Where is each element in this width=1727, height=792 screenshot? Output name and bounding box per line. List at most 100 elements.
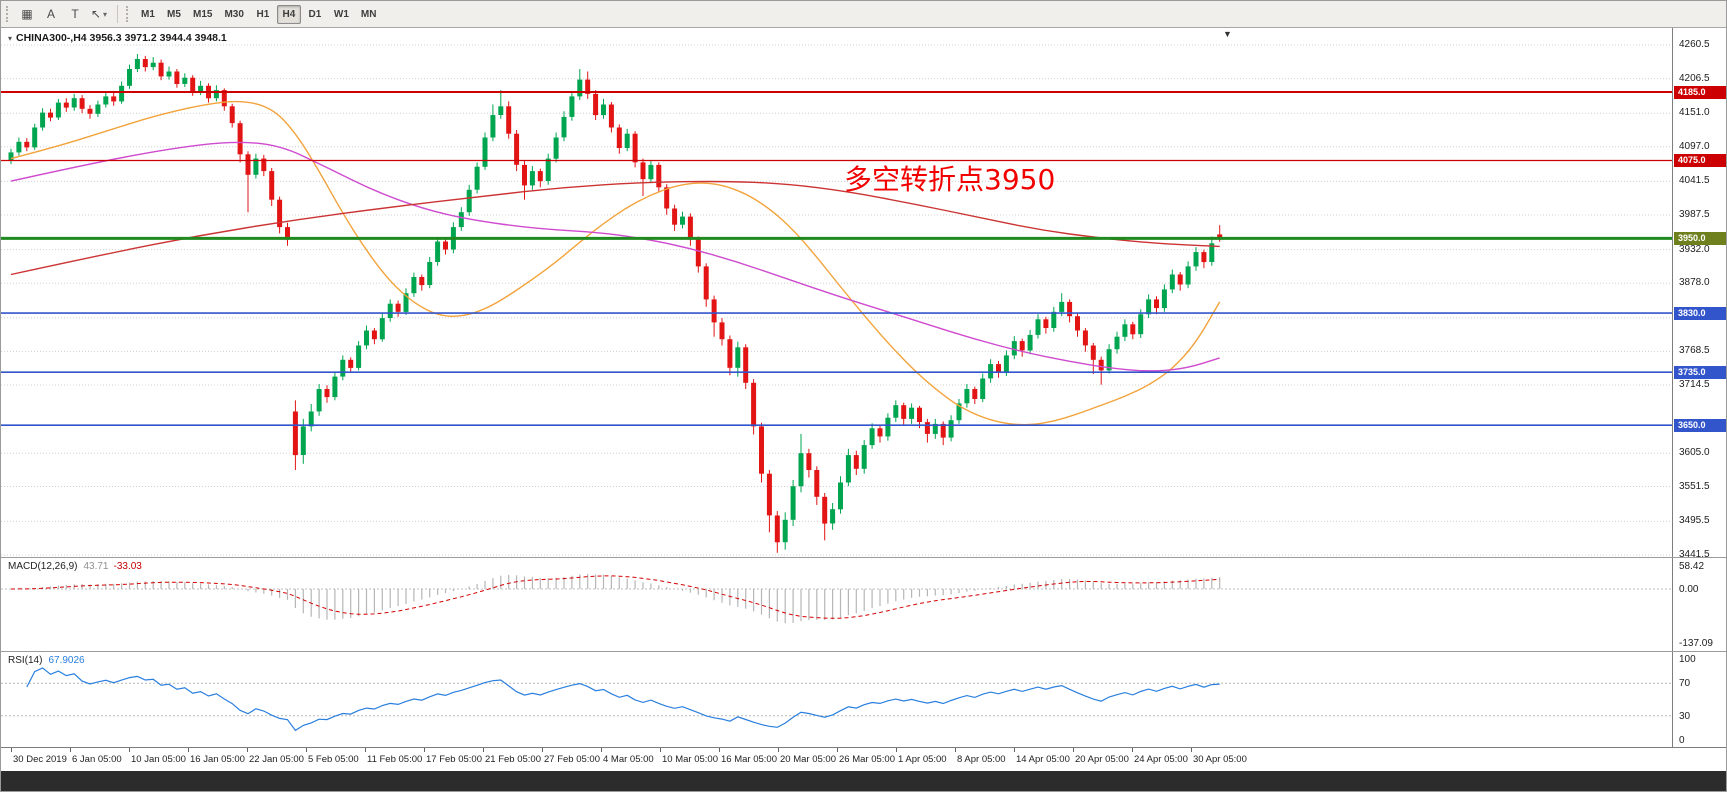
text-tool-button[interactable]: T: [64, 4, 86, 24]
symbol-ohlc-info: ▾ CHINA300-,H4 3956.3 3971.2 3944.4 3948.…: [8, 32, 227, 44]
time-axis-tick: [11, 748, 12, 752]
timeframe-button-h1[interactable]: H1: [256, 8, 270, 20]
time-axis-label: 17 Feb 05:00: [426, 754, 482, 765]
macd-panel[interactable]: [1, 558, 1672, 651]
price-badge-4075.0: 4075.0: [1674, 154, 1726, 167]
time-axis-tick: [896, 748, 897, 752]
price-tick-label: 4206.5: [1679, 73, 1710, 84]
rsi-line: [26, 667, 1220, 732]
timeframe-button-d1[interactable]: D1: [308, 8, 322, 20]
price-tick-label: 3441.5: [1679, 549, 1710, 560]
time-axis-label: 26 Mar 05:00: [839, 754, 895, 765]
time-axis-label: 27 Feb 05:00: [544, 754, 600, 765]
ma-lines-group: [10, 100, 1221, 426]
price-badge-3735.0: 3735.0: [1674, 366, 1726, 379]
toolbar: ▦ A T ↖ ▾ M1 M5 M15 M30 H1 H4 D1 W1 MN: [1, 1, 1726, 28]
cursor-tool-icon: ↖: [90, 7, 102, 21]
macd-tick-label: 0.00: [1679, 584, 1699, 595]
timeframe-button-m15[interactable]: M15: [193, 8, 213, 20]
time-axis-tick: [365, 748, 366, 752]
time-axis-tick: [1132, 748, 1133, 752]
time-axis-label: 1 Apr 05:00: [898, 754, 947, 765]
time-axis-label: 10 Jan 05:00: [131, 754, 186, 765]
charts-grid-icon: ▦: [21, 7, 33, 21]
cursor-tool-button[interactable]: ↖ ▾: [88, 4, 110, 24]
time-axis-label: 5 Feb 05:00: [308, 754, 359, 765]
price-tick-label: 3551.5: [1679, 481, 1710, 492]
timeframe-toolbar: M1 M5 M15 M30 H1 H4 D1 W1 MN: [135, 4, 382, 24]
bottom-bar: [1, 771, 1726, 791]
time-axis-tick: [837, 748, 838, 752]
time-axis-tick: [1073, 748, 1074, 752]
time-axis-label: 11 Feb 05:00: [367, 754, 423, 765]
macd-title: MACD(12,26,9): [8, 561, 78, 572]
toolbar-grip-2[interactable]: [126, 6, 130, 22]
rsi-panel[interactable]: [1, 652, 1672, 747]
panel-divider-macd[interactable]: [1, 557, 1726, 558]
time-axis-label: 16 Jan 05:00: [190, 754, 245, 765]
time-axis-tick: [660, 748, 661, 752]
time-axis-label: 6 Jan 05:00: [72, 754, 122, 765]
rsi-value: 67.9026: [48, 655, 85, 666]
time-axis-tick: [542, 748, 543, 752]
time-axis-label: 30 Apr 05:00: [1193, 754, 1247, 765]
time-axis-tick: [1014, 748, 1015, 752]
time-axis-label: 4 Mar 05:00: [603, 754, 654, 765]
price-tick-label: 3878.0: [1679, 277, 1710, 288]
price-axis[interactable]: 4260.5 4206.5 4151.0 4097.0 4041.5 3987.5 3932…: [1672, 28, 1726, 747]
macd-histogram: [18, 574, 1221, 624]
ma-fast-orange: [10, 100, 1221, 426]
time-axis-tick: [70, 748, 71, 752]
time-axis-tick: [247, 748, 248, 752]
time-axis-tick: [188, 748, 189, 752]
price-tick-label: 3495.5: [1679, 515, 1710, 526]
time-axis-label: 16 Mar 05:00: [721, 754, 777, 765]
time-axis-tick: [1191, 748, 1192, 752]
charts-grid-button[interactable]: ▦: [16, 4, 38, 24]
time-axis-tick: [424, 748, 425, 752]
chart-menu-arrow-icon: ▾: [8, 34, 13, 43]
price-gridlines: [1, 44, 1672, 556]
dropdown-arrow-icon: ▾: [103, 9, 108, 19]
time-axis-tick: [955, 748, 956, 752]
time-axis-tick: [719, 748, 720, 752]
macd-signal-line: [10, 575, 1220, 619]
time-axis-label: 20 Apr 05:00: [1075, 754, 1129, 765]
timeframe-button-w1[interactable]: W1: [333, 8, 349, 20]
price-badge-3650.0: 3650.0: [1674, 419, 1726, 432]
time-axis-label: 20 Mar 05:00: [780, 754, 836, 765]
text-label-button[interactable]: A: [40, 4, 62, 24]
price-tick-label: 3932.0: [1679, 244, 1710, 255]
ma-mid-magenta: [10, 141, 1220, 372]
macd-tick-label: -137.09: [1679, 638, 1713, 649]
rsi-tick-label: 0: [1679, 735, 1685, 746]
price-tick-label: 3714.5: [1679, 379, 1710, 390]
time-axis-tick: [483, 748, 484, 752]
time-axis-label: 22 Jan 05:00: [249, 754, 304, 765]
main-price-chart[interactable]: [1, 28, 1672, 557]
price-tick-label: 3605.0: [1679, 447, 1710, 458]
price-tick-label: 3987.5: [1679, 209, 1710, 220]
time-axis-tick: [601, 748, 602, 752]
price-badge-4185.0: 4185.0: [1674, 86, 1726, 99]
price-tick-label: 3768.5: [1679, 345, 1710, 356]
price-tick-label: 4260.5: [1679, 39, 1710, 50]
timeframe-button-h4[interactable]: H4: [276, 4, 301, 24]
toolbar-grip[interactable]: [6, 6, 10, 22]
time-axis-tick: [306, 748, 307, 752]
time-axis-label: 10 Mar 05:00: [662, 754, 718, 765]
macd-tick-label: 58.42: [1679, 561, 1705, 572]
time-axis-tick: [778, 748, 779, 752]
time-axis-label: 21 Feb 05:00: [485, 754, 541, 765]
panel-divider-rsi[interactable]: [1, 651, 1726, 652]
macd-label: MACD(12,26,9) 43.71 -33.03: [8, 561, 142, 572]
price-tick-label: 4041.5: [1679, 175, 1710, 186]
rsi-tick-label: 100: [1679, 654, 1696, 665]
timeframe-button-m1[interactable]: M1: [141, 8, 155, 20]
price-tick-label: 4097.0: [1679, 141, 1710, 152]
price-tick-label: 4151.0: [1679, 107, 1710, 118]
timeframe-button-m30[interactable]: M30: [224, 8, 244, 20]
timeframe-button-mn[interactable]: MN: [360, 8, 377, 20]
time-axis[interactable]: 30 Dec 2019 6 Jan 05:00 10 Jan 05:00 16 Jan…: [1, 747, 1726, 771]
timeframe-button-m5[interactable]: M5: [167, 8, 181, 20]
